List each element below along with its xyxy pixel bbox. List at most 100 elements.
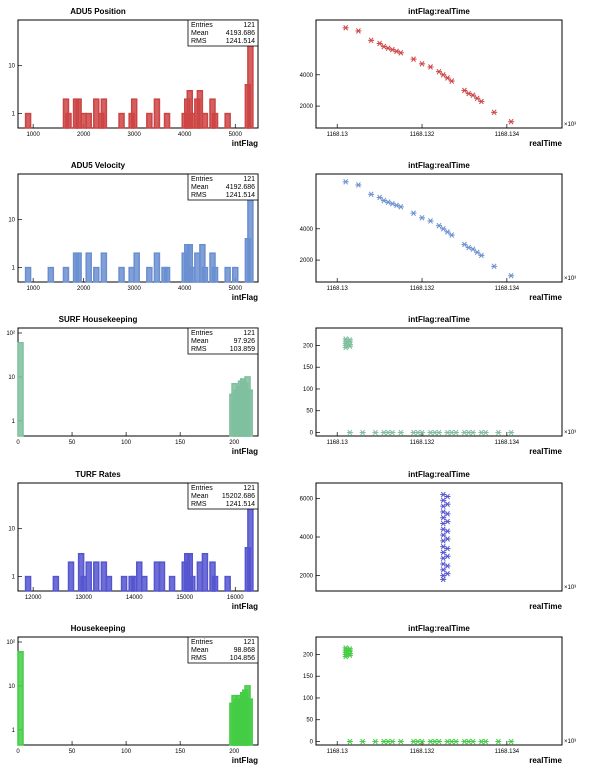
stats-entries-value: 121 xyxy=(243,176,255,183)
data-point-stroke xyxy=(508,272,514,279)
data-point-stroke xyxy=(440,543,446,550)
chart-title: Housekeeping xyxy=(71,624,126,633)
data-point-stroke xyxy=(347,652,353,659)
histogram-panel: ADU5 Velocity intFlag 1000 2000 3000 4000 5000… xyxy=(8,161,259,302)
data-point xyxy=(376,40,383,47)
y-tick-label: 100 xyxy=(303,696,314,702)
data-point-stroke xyxy=(470,246,476,252)
histogram-bar xyxy=(158,561,166,592)
data-point-stroke xyxy=(440,71,446,78)
data-point-stroke xyxy=(381,738,387,745)
data-point-stroke xyxy=(381,429,387,436)
data-point xyxy=(474,95,481,102)
histogram-bar xyxy=(52,575,60,592)
y-tick-label: 50 xyxy=(306,409,313,415)
x-tick-label: 16000 xyxy=(227,595,244,601)
data-point xyxy=(440,497,447,504)
data-point xyxy=(342,25,349,31)
histogram-bar xyxy=(85,561,92,592)
scatter-panel: intFlag:realTime realTime 1168.13 1168.132 1… xyxy=(300,7,577,148)
data-point-stroke xyxy=(449,232,455,238)
x-tick-label: 0 xyxy=(16,440,20,446)
histogram-bar xyxy=(194,252,201,283)
x-tick-label: 1168.13 xyxy=(327,132,349,138)
data-point-stroke xyxy=(411,429,416,436)
data-point xyxy=(376,194,383,201)
data-point-stroke xyxy=(368,191,374,198)
data-point xyxy=(397,429,404,436)
x-tick-label: 5000 xyxy=(229,286,243,292)
y-tick-label: 0 xyxy=(310,740,314,746)
data-point xyxy=(440,549,447,556)
histogram-bar xyxy=(65,112,72,129)
data-point xyxy=(452,429,459,436)
data-point-stroke xyxy=(440,526,446,533)
data-point xyxy=(410,56,417,62)
x-tick-label: 200 xyxy=(229,440,240,446)
data-point-stroke xyxy=(347,645,353,652)
histogram-bar xyxy=(189,575,196,592)
data-point-stroke xyxy=(428,218,433,224)
plot-frame xyxy=(315,482,563,592)
data-point-stroke xyxy=(440,549,446,556)
stats-box-border xyxy=(187,327,259,355)
data-point xyxy=(444,511,451,517)
histogram-panel: SURF Housekeeping intFlag 0 50 100 150 200 1 10 1… xyxy=(6,315,259,456)
data-point-stroke xyxy=(495,738,501,745)
data-point-stroke xyxy=(445,528,450,535)
data-point-stroke xyxy=(462,241,467,248)
histogram-bar xyxy=(201,552,209,592)
stats-rms-label: RMS xyxy=(191,501,207,508)
histogram-panel: TURF Rates intFlag 12000 13000 14000 15000 160… xyxy=(8,470,259,611)
histogram-bar xyxy=(163,112,171,129)
y-tick-label: 10 xyxy=(8,375,15,381)
x-exponent-label: ×10³ xyxy=(564,585,576,591)
data-point xyxy=(342,179,349,185)
data-point-stroke xyxy=(398,429,404,436)
data-point-stroke xyxy=(389,738,395,745)
y-tick-label: 10 xyxy=(8,218,15,224)
data-point xyxy=(440,576,447,583)
stats-rms-label: RMS xyxy=(191,192,207,199)
x-tick-label: 100 xyxy=(121,749,132,755)
data-point xyxy=(508,118,515,125)
histogram-bar xyxy=(67,561,75,592)
stats-entries-label: Entries xyxy=(191,330,213,337)
x-tick-label: 150 xyxy=(175,749,186,755)
data-point-stroke xyxy=(466,429,472,436)
histogram-bar xyxy=(93,561,100,592)
data-point xyxy=(346,738,353,745)
stats-mean-value: 4192.686 xyxy=(226,184,255,191)
data-point-stroke xyxy=(445,493,450,500)
y-tick-label: 4000 xyxy=(300,73,314,79)
x-exponent-label: ×10³ xyxy=(564,276,576,282)
histogram-bar xyxy=(141,575,148,592)
data-point-stroke xyxy=(419,61,425,67)
histogram-bar xyxy=(100,252,108,283)
data-point xyxy=(444,75,451,81)
data-point-stroke xyxy=(385,45,391,51)
stats-box-border xyxy=(187,19,259,47)
data-point xyxy=(452,738,459,745)
data-point-stroke xyxy=(453,738,459,745)
x-tick-label: 1168.132 xyxy=(410,749,435,755)
data-point xyxy=(410,210,417,216)
y-tick-label: 4000 xyxy=(300,227,314,233)
histogram-bar xyxy=(130,575,138,592)
stats-box: Entries 121 Mean 4192.686 RMS 1241.514 xyxy=(187,173,259,201)
histogram-bar xyxy=(80,575,87,592)
x-tick-label: 200 xyxy=(229,749,240,755)
data-point xyxy=(469,92,476,98)
histogram-bar xyxy=(189,112,196,129)
data-point-stroke xyxy=(440,225,446,232)
data-point-stroke xyxy=(440,491,446,498)
x-tick-label: 1000 xyxy=(26,286,40,292)
data-point-stroke xyxy=(347,336,353,343)
data-point xyxy=(508,738,515,745)
histogram-bar xyxy=(246,389,253,437)
data-point-stroke xyxy=(419,429,425,436)
data-point-stroke xyxy=(372,429,378,436)
data-point-stroke xyxy=(360,429,366,436)
data-point-stroke xyxy=(389,429,395,436)
x-tick-label: 14000 xyxy=(126,595,143,601)
